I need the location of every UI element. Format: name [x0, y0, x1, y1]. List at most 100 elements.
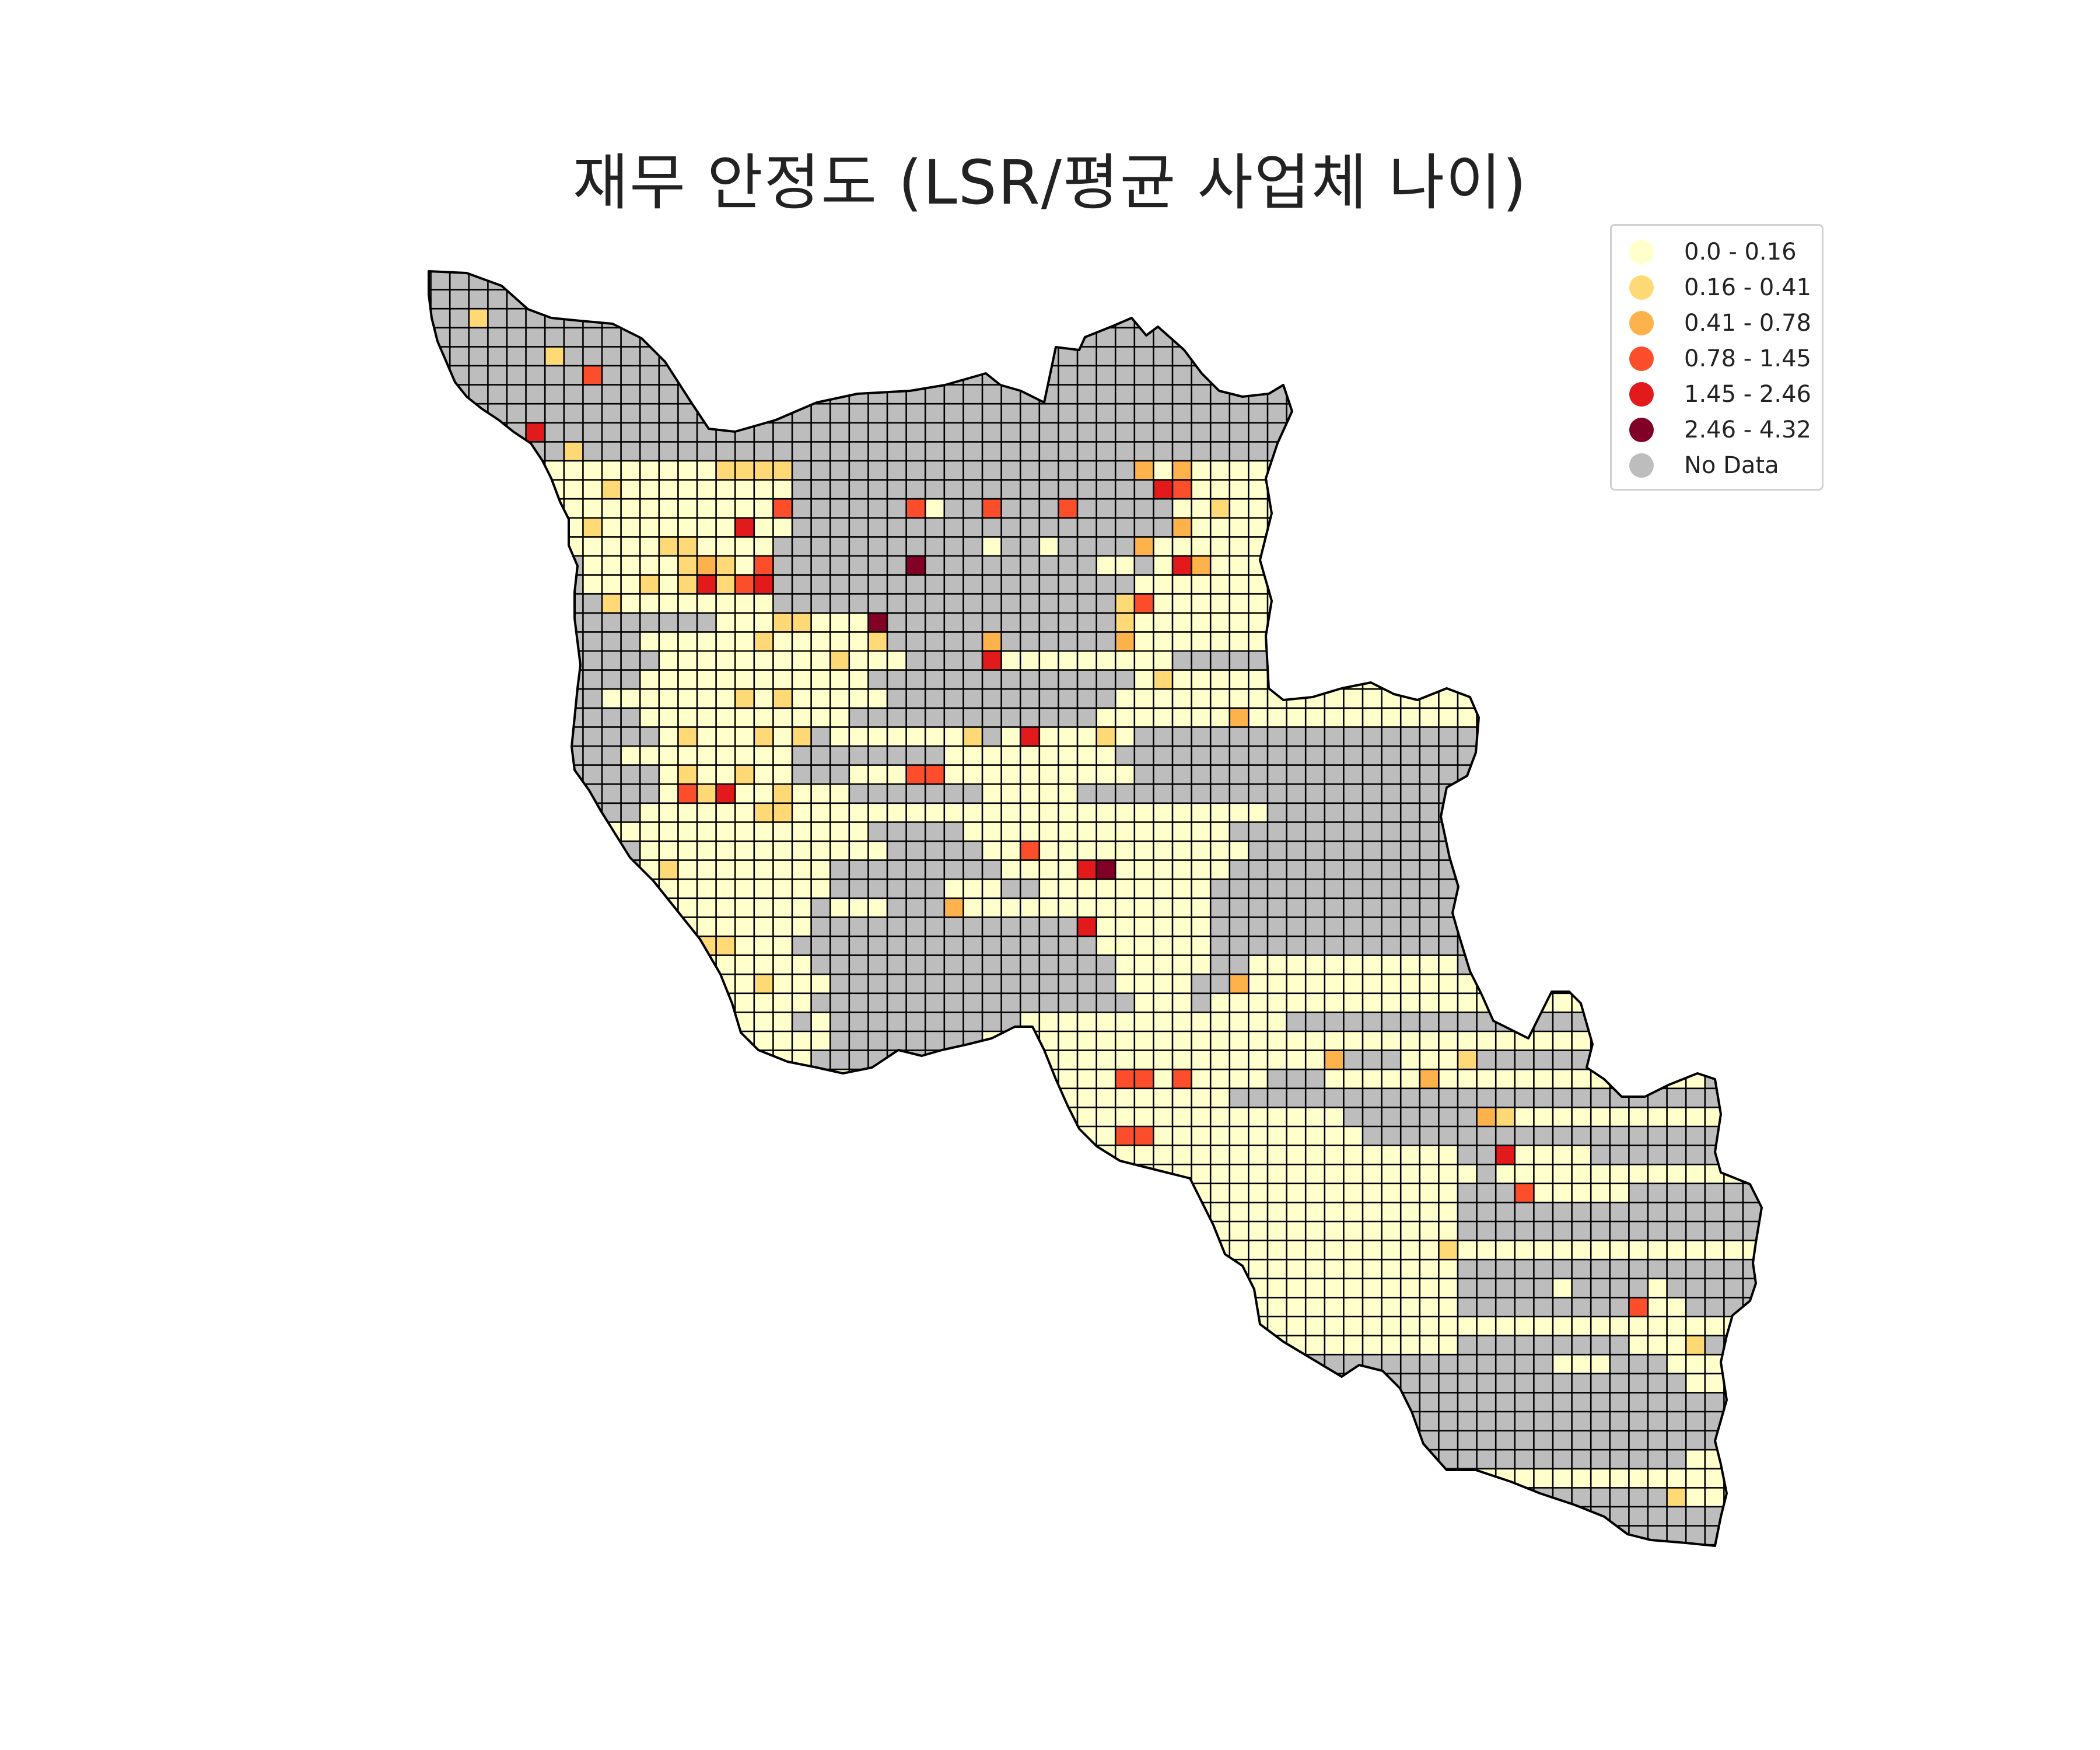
map-cell — [1020, 1392, 1040, 1412]
map-cell — [1268, 1202, 1287, 1222]
map-cell — [1001, 1412, 1021, 1431]
map-cell — [1096, 860, 1116, 880]
map-cell — [868, 765, 887, 785]
map-cell — [1077, 727, 1097, 746]
map-cell — [716, 632, 736, 651]
map-cell — [697, 1259, 716, 1279]
map-cell — [1286, 955, 1306, 975]
map-cell — [792, 1126, 811, 1146]
map-cell — [1381, 556, 1401, 575]
map-cell — [2085, 1469, 2100, 1488]
map-cell — [1324, 1222, 1344, 1241]
map-cell — [1268, 1278, 1287, 1298]
map-cell — [1438, 1183, 1458, 1203]
map-cell — [1401, 1202, 1420, 1222]
map-cell — [1591, 1031, 1610, 1051]
map-cell — [1724, 1373, 1743, 1393]
map-cell — [1058, 841, 1077, 860]
map-cell — [678, 517, 697, 537]
map-cell — [2009, 1469, 2028, 1488]
map-cell — [773, 1164, 792, 1184]
map-cell — [963, 765, 982, 785]
map-cell — [1419, 1317, 1439, 1336]
map-cell — [1172, 1278, 1192, 1298]
map-cell — [1248, 670, 1268, 690]
map-cell — [1001, 822, 1021, 841]
map-cell — [1134, 1183, 1154, 1203]
map-cell — [697, 480, 716, 499]
map-cell — [716, 860, 736, 880]
map-cell — [735, 480, 754, 499]
map-cell — [1819, 1469, 1838, 1488]
map-cell — [1667, 1164, 1686, 1184]
map-cell — [735, 575, 754, 594]
map-cell — [773, 803, 792, 822]
map-cell — [640, 689, 659, 708]
map-cell — [640, 1145, 659, 1165]
map-cell — [792, 917, 811, 936]
map-cell — [583, 366, 602, 385]
map-cell — [1153, 1183, 1172, 1203]
map-cell — [1039, 651, 1059, 670]
map-cell — [1324, 1430, 1344, 1450]
map-cell — [1077, 803, 1097, 822]
map-cell — [1363, 1145, 1382, 1165]
map-cell — [1667, 1297, 1686, 1317]
legend-swatch — [1629, 382, 1654, 407]
map-cell — [1324, 708, 1344, 727]
map-cell — [963, 1297, 982, 1317]
map-cell — [1476, 517, 1496, 537]
map-cell — [1438, 575, 1458, 594]
map-cell — [1172, 1031, 1192, 1051]
map-cell — [1191, 1164, 1211, 1184]
map-cell — [1172, 1126, 1192, 1146]
map-cell — [1020, 1430, 1040, 1450]
map-cell — [1591, 1240, 1610, 1260]
map-cell — [1268, 1031, 1287, 1051]
map-cell — [1248, 1050, 1268, 1070]
map-cell — [1401, 1222, 1420, 1241]
map-cell — [1343, 1317, 1363, 1336]
map-cell — [659, 651, 678, 670]
map-cell — [792, 879, 811, 898]
map-cell — [1496, 1031, 1515, 1051]
map-cell — [678, 841, 697, 860]
map-cell — [1419, 1297, 1439, 1317]
map-cell — [1229, 1202, 1249, 1222]
legend-label: 0.16 - 0.41 — [1684, 274, 1811, 301]
map-cell — [1419, 612, 1439, 632]
map-cell — [1895, 1469, 1915, 1488]
map-cell — [1115, 860, 1135, 880]
map-cell — [1686, 1335, 1705, 1355]
map-cell — [1476, 480, 1496, 499]
map-cell — [925, 1354, 944, 1374]
map-cell — [982, 651, 1002, 670]
map-cell — [944, 1354, 964, 1374]
map-cell — [1210, 556, 1230, 575]
map-cell — [1609, 1107, 1629, 1126]
map-cell — [1306, 1430, 1325, 1450]
map-cell — [697, 1240, 716, 1260]
map-cell — [1096, 556, 1116, 575]
map-cell — [1229, 1031, 1249, 1051]
map-cell — [1172, 822, 1192, 841]
map-cell — [849, 632, 869, 651]
map-cell — [1724, 1450, 1743, 1469]
map-cell — [868, 632, 887, 651]
map-cell — [716, 708, 736, 727]
map-cell — [1191, 1126, 1211, 1146]
map-cell — [583, 1183, 602, 1203]
map-cell — [792, 1107, 811, 1126]
map-cell — [1381, 1297, 1401, 1317]
map-cell — [1191, 936, 1211, 956]
map-cell — [1514, 499, 1534, 518]
map-cell — [1609, 1069, 1629, 1088]
map-cell — [944, 1412, 964, 1431]
map-cell — [1743, 1240, 1762, 1260]
map-cell — [697, 1012, 716, 1031]
map-cell — [1020, 765, 1040, 785]
map-cell — [1476, 1317, 1496, 1336]
map-cell — [1268, 1145, 1287, 1165]
map-cell — [1191, 499, 1211, 518]
map-cell — [1191, 670, 1211, 690]
